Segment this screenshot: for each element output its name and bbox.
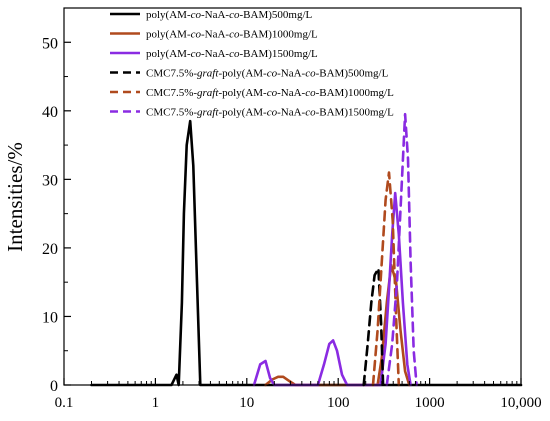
legend-label-part: co <box>191 9 202 21</box>
series-line-3 <box>252 191 412 387</box>
legend-label-part: -NaA- <box>277 107 305 119</box>
legend-label-part: -BAM)1500mg/L <box>240 48 319 60</box>
legend-label-part: graft <box>197 87 219 99</box>
legend-label-part: -poly(AM- <box>218 68 267 80</box>
legend-label-part: co <box>229 9 240 21</box>
x-tick-label: 1000 <box>415 395 445 411</box>
legend: poly(AM-co-NaA-co-BAM)500mg/Lpoly(AM-co-… <box>110 9 394 119</box>
legend-label-part: graft <box>197 68 219 80</box>
legend-label-3: poly(AM-co-NaA-co-BAM)1500mg/L <box>146 48 318 60</box>
legend-label-part: co <box>267 107 278 119</box>
legend-label-part: CMC7.5%- <box>146 68 197 80</box>
legend-label-part: -BAM)500mg/L <box>316 68 389 80</box>
legend-label-part: -NaA- <box>277 68 305 80</box>
legend-label-part: -BAM)500mg/L <box>240 9 313 21</box>
legend-label-part: co <box>229 48 240 60</box>
legend-label-part: -BAM)1000mg/L <box>240 29 319 41</box>
legend-label-part: -BAM)1000mg/L <box>316 87 395 99</box>
y-axis-label: Intensities/% <box>3 142 27 252</box>
legend-label-part: -poly(AM- <box>218 87 267 99</box>
series-line-5 <box>371 171 401 387</box>
legend-label-1: poly(AM-co-NaA-co-BAM)500mg/L <box>146 9 313 21</box>
x-tick-label: 1 <box>152 395 160 411</box>
legend-label-part: co <box>305 107 316 119</box>
legend-label-part: poly(AM- <box>146 48 191 60</box>
legend-label-part: -poly(AM- <box>218 107 267 119</box>
legend-label-6: CMC7.5%-graft-poly(AM-co-NaA-co-BAM)1500… <box>146 107 394 119</box>
legend-label-part: co <box>267 68 278 80</box>
legend-label-part: -NaA- <box>201 48 229 60</box>
series-line-1 <box>90 119 523 387</box>
axes-layer: 0.1 1 10 100 1000 10,000 0 10 20 30 40 50 <box>42 35 542 411</box>
legend-label-part: CMC7.5%- <box>146 87 197 99</box>
series-line-4 <box>362 267 385 387</box>
legend-label-part: -BAM)1500mg/L <box>316 107 395 119</box>
legend-label-part: co <box>305 68 316 80</box>
legend-label-part: co <box>191 48 202 60</box>
y-tick-label: 0 <box>50 378 58 395</box>
legend-label-part: co <box>305 87 316 99</box>
x-tick-label: 0.1 <box>55 395 74 411</box>
x-tick-label: 100 <box>327 395 350 411</box>
legend-label-4: CMC7.5%-graft-poly(AM-co-NaA-co-BAM)500m… <box>146 68 389 80</box>
legend-label-part: poly(AM- <box>146 9 191 21</box>
legend-label-part: co <box>229 29 240 41</box>
legend-label-part: graft <box>197 107 219 119</box>
legend-label-5: CMC7.5%-graft-poly(AM-co-NaA-co-BAM)1000… <box>146 87 394 99</box>
y-tick-label: 40 <box>42 104 58 121</box>
legend-label-part: co <box>191 29 202 41</box>
legend-label-part: co <box>267 87 278 99</box>
y-tick-label: 20 <box>42 241 58 258</box>
x-tick-label: 10,000 <box>500 395 541 411</box>
y-tick-label: 50 <box>42 35 58 52</box>
series-layer <box>90 112 523 387</box>
plot-frame <box>63 7 522 386</box>
x-tick-label: 10 <box>239 395 254 411</box>
series-line-6 <box>385 112 418 387</box>
y-tick-label: 10 <box>42 309 58 326</box>
legend-label-part: -NaA- <box>201 29 229 41</box>
y-tick-label: 30 <box>42 172 58 189</box>
legend-label-part: -NaA- <box>277 87 305 99</box>
legend-label-part: -NaA- <box>201 9 229 21</box>
series-line-2 <box>264 263 411 387</box>
legend-label-part: poly(AM- <box>146 29 191 41</box>
legend-label-2: poly(AM-co-NaA-co-BAM)1000mg/L <box>146 29 318 41</box>
legend-label-part: CMC7.5%- <box>146 107 197 119</box>
